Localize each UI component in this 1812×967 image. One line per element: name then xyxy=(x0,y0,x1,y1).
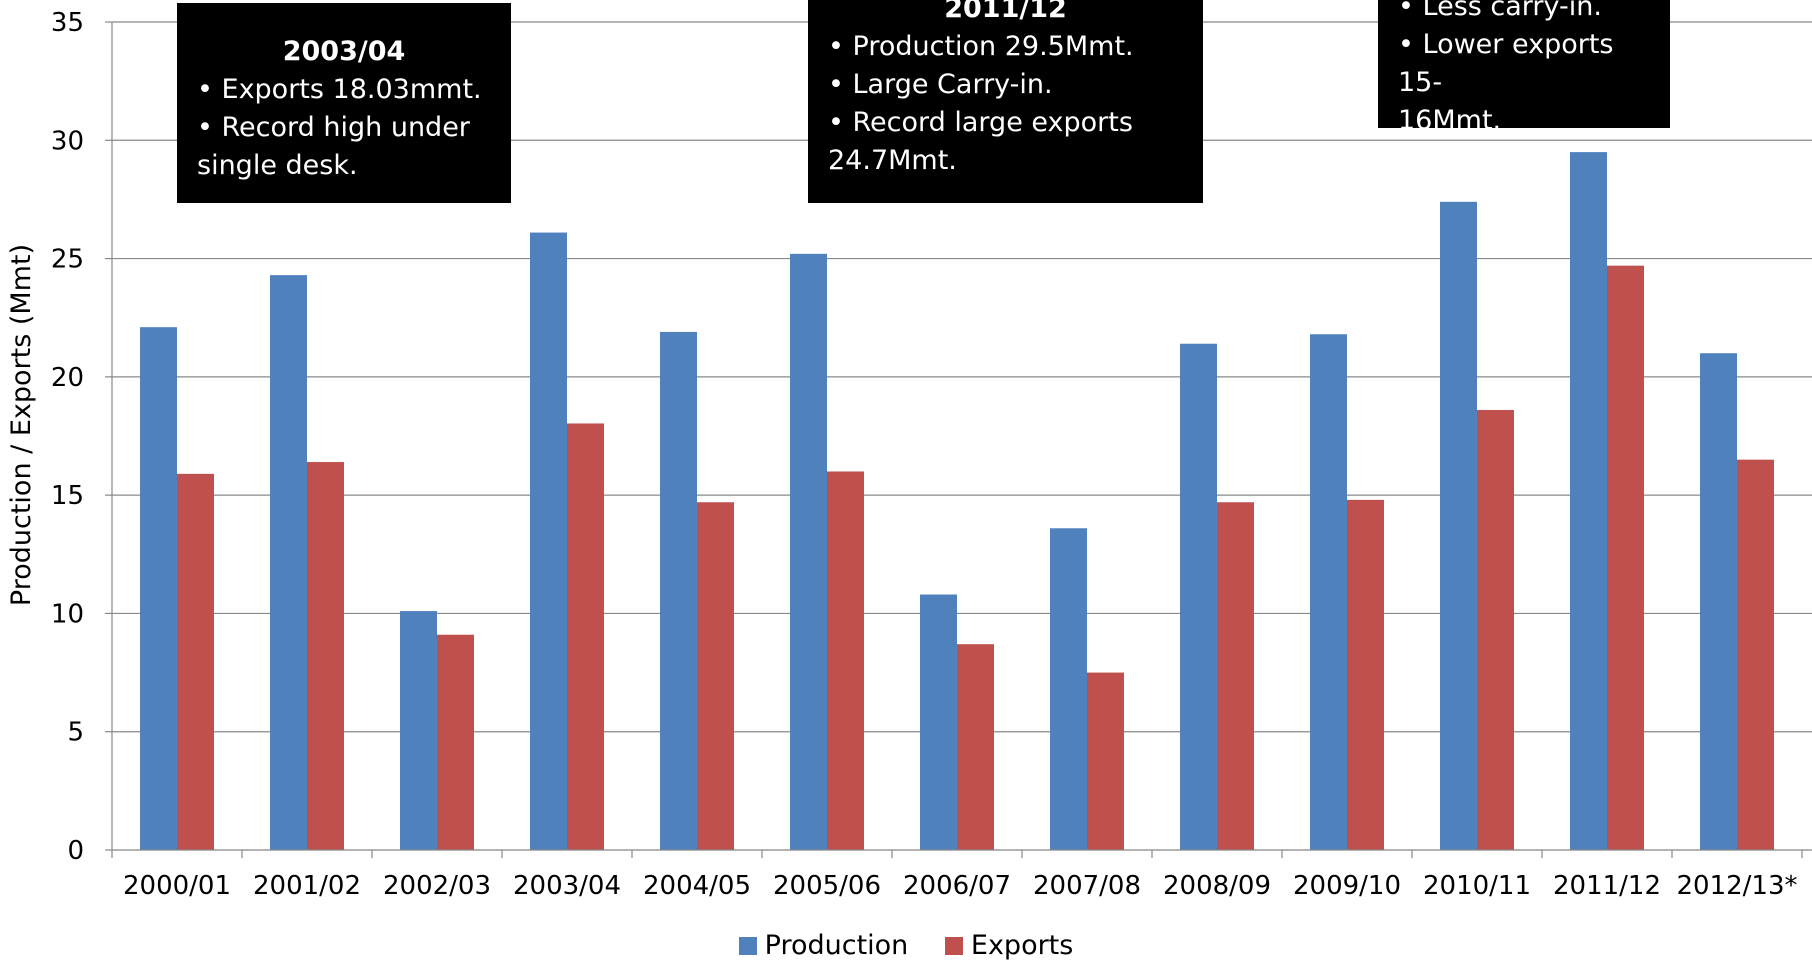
annotation-line: • Exports 18.03mmt. xyxy=(197,74,482,105)
annotation-line: 16Mmt. xyxy=(1398,105,1502,136)
bar-production-2010-11 xyxy=(1440,201,1477,850)
x-tick-label: 2008/09 xyxy=(1163,871,1271,901)
legend-swatch-production xyxy=(738,936,757,955)
annotation-2012-13: • Less carry-in. • Lower exports 15- 16M… xyxy=(1378,0,1670,136)
bar-production-2003-04 xyxy=(530,232,567,850)
annotation-line: • Record large exports xyxy=(828,107,1133,138)
legend-label-exports: Exports xyxy=(970,930,1074,961)
annotation-line: • Large Carry-in. xyxy=(828,69,1053,100)
bar-production-2008-09 xyxy=(1180,343,1217,850)
bar-exports-2006-07 xyxy=(957,644,994,850)
bar-exports-2010-11 xyxy=(1477,409,1514,850)
annotation-title: 2011/12 xyxy=(944,0,1067,24)
x-tick-label: 2002/03 xyxy=(383,871,491,901)
y-axis-label: Production / Exports (Mmt) xyxy=(6,244,37,606)
axes: 0 5 10 15 20 25 30 35 2000/01 2001/02 2002/03 2003/… xyxy=(51,8,1812,901)
bar-production-2009-10 xyxy=(1310,334,1347,850)
annotation-line: • Lower exports 15- xyxy=(1398,29,1614,98)
annotation-line: 24.7Mmt. xyxy=(828,145,957,176)
y-tick-label: 25 xyxy=(51,245,84,275)
bar-production-2000-01 xyxy=(140,327,177,851)
x-tick-label: 2009/10 xyxy=(1293,871,1401,901)
bar-exports-2003-04 xyxy=(567,423,604,850)
annotation-line: • Less carry-in. xyxy=(1398,0,1602,22)
x-tick-label: 2005/06 xyxy=(773,871,881,901)
y-tick-label: 15 xyxy=(51,481,84,511)
x-tick-label: 2012/13* xyxy=(1676,871,1797,901)
x-tick-label: 2003/04 xyxy=(513,871,621,901)
annotation-2003-04: 2003/04 • Exports 18.03mmt. • Record hig… xyxy=(177,3,511,203)
bar-production-2005-06 xyxy=(790,253,827,851)
x-tick-label: 2004/05 xyxy=(643,871,751,901)
bar-production-2007-08 xyxy=(1050,528,1087,850)
bars xyxy=(140,152,1774,851)
bar-exports-2004-05 xyxy=(697,502,734,850)
bar-exports-2011-12 xyxy=(1607,265,1644,850)
y-tick-label: 5 xyxy=(67,718,84,748)
legend: Production Exports xyxy=(0,930,1812,962)
legend-item-production: Production xyxy=(738,930,909,961)
bar-exports-2008-09 xyxy=(1217,502,1254,850)
x-tick-label: 2010/11 xyxy=(1423,871,1531,901)
bar-production-2011-12 xyxy=(1570,152,1607,851)
bar-production-2012-13- xyxy=(1700,353,1737,850)
bar-production-2002-03 xyxy=(400,611,437,850)
y-tick-label: 35 xyxy=(51,8,84,38)
legend-swatch-exports xyxy=(944,936,963,955)
y-tick-label: 20 xyxy=(51,363,84,393)
annotation-line: • Record high under xyxy=(197,112,470,143)
legend-label-production: Production xyxy=(764,930,909,961)
y-tick-label: 30 xyxy=(51,126,84,156)
annotation-line: • Production 29.5Mmt. xyxy=(828,31,1134,62)
bar-production-2006-07 xyxy=(920,594,957,850)
bar-exports-2007-08 xyxy=(1087,672,1124,850)
x-tick-label: 2000/01 xyxy=(123,871,231,901)
x-tick-label: 2011/12 xyxy=(1553,871,1661,901)
annotation-2011-12: 2011/12 • Production 29.5Mmt. • Large Ca… xyxy=(808,0,1203,203)
x-tick-label: 2007/08 xyxy=(1033,871,1141,901)
bar-exports-2002-03 xyxy=(437,634,474,850)
y-tick-label: 0 xyxy=(67,836,84,866)
x-tick-label: 2006/07 xyxy=(903,871,1011,901)
bar-production-2004-05 xyxy=(660,331,697,850)
bar-exports-2012-13- xyxy=(1737,459,1774,850)
bar-exports-2005-06 xyxy=(827,471,864,850)
annotation-line: single desk. xyxy=(197,150,358,181)
x-tick-label: 2001/02 xyxy=(253,871,361,901)
bar-exports-2001-02 xyxy=(307,462,344,850)
bar-exports-2009-10 xyxy=(1347,499,1384,850)
y-tick-label: 10 xyxy=(51,599,84,629)
bar-exports-2000-01 xyxy=(177,473,214,850)
bar-production-2001-02 xyxy=(270,275,307,850)
legend-item-exports: Exports xyxy=(944,930,1074,961)
annotation-title: 2003/04 xyxy=(282,36,406,67)
